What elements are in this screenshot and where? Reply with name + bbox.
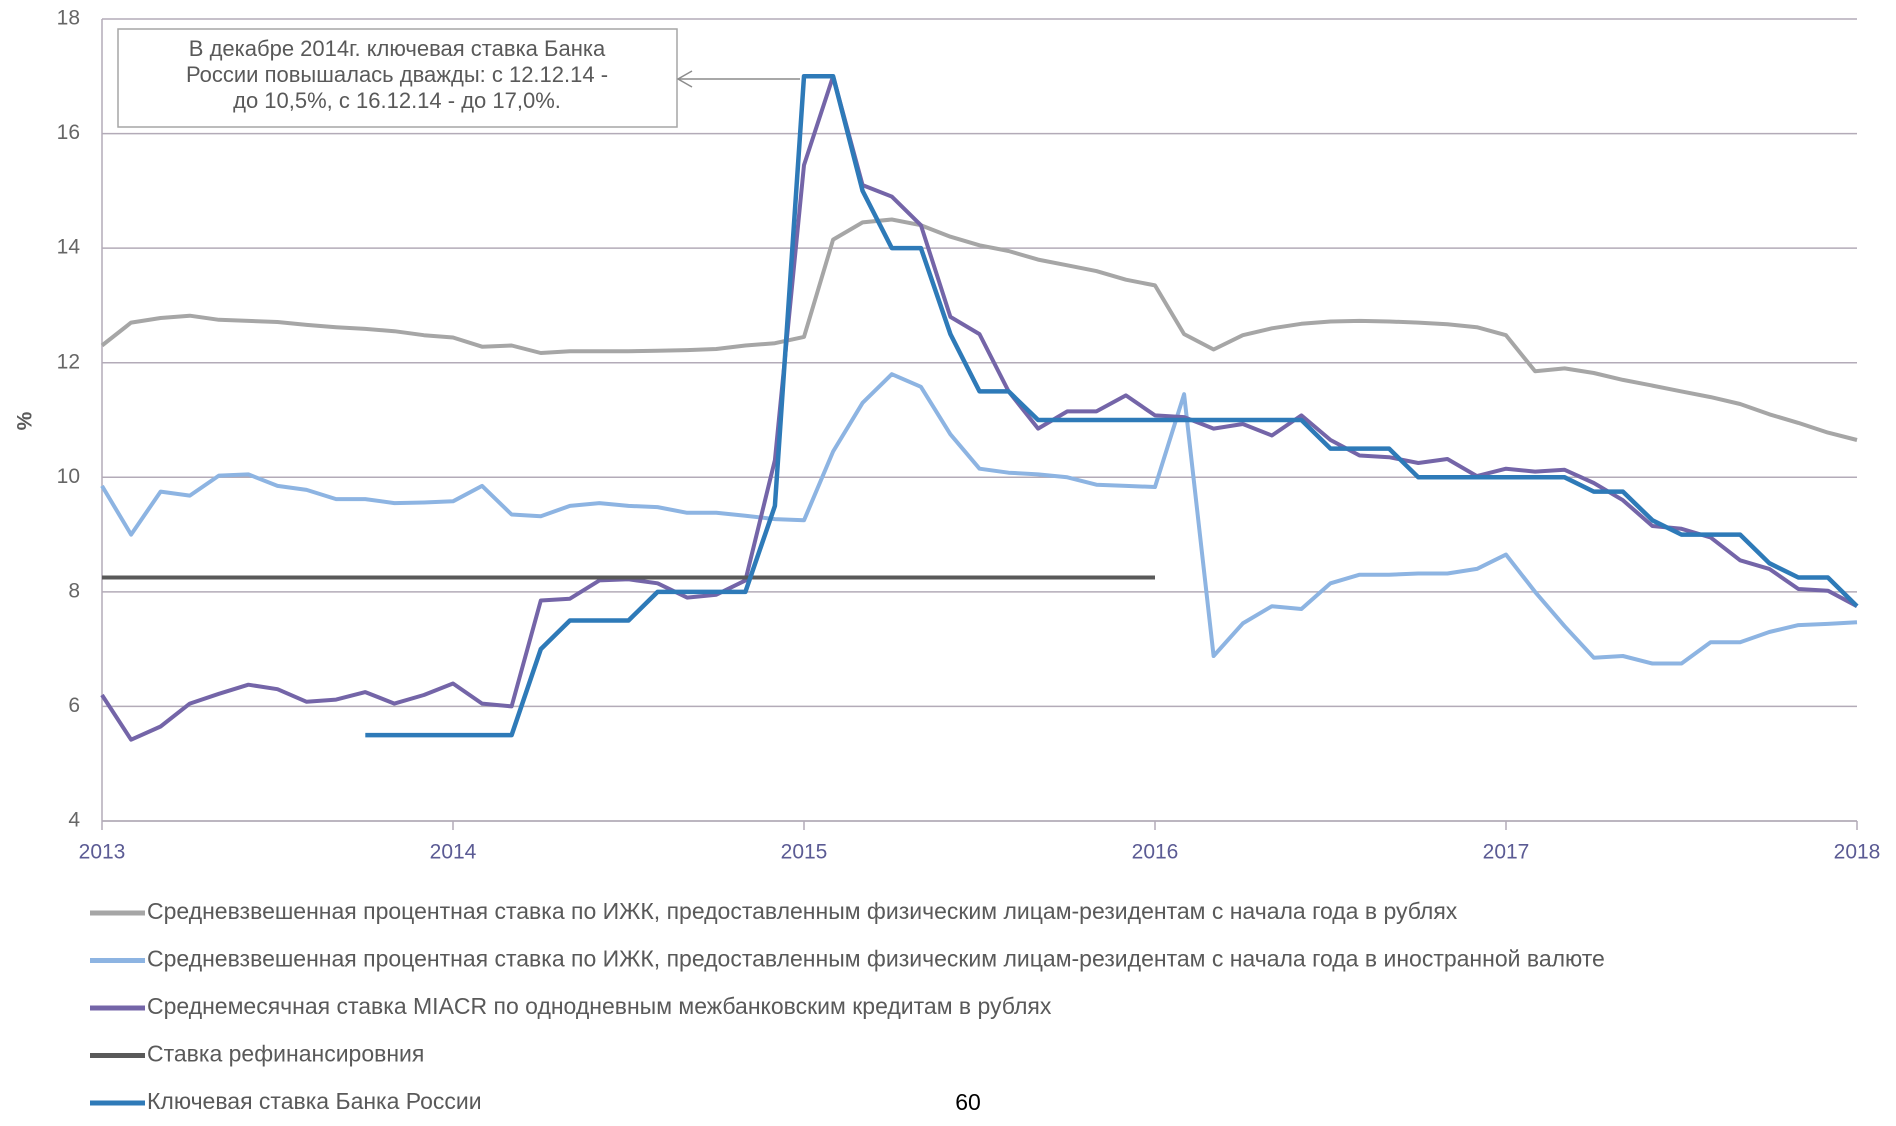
y-tick-label: 12 xyxy=(57,350,80,373)
x-tick-label: 2013 xyxy=(79,841,126,864)
series-line xyxy=(365,74,1859,738)
annotation-text: России повышалась дважды: с 12.12.14 - xyxy=(186,62,608,87)
legend-label: Средневзвешенная процентная ставка по ИЖ… xyxy=(147,946,1605,972)
x-tick-label: 2018 xyxy=(1834,841,1881,864)
y-tick-label: 8 xyxy=(68,579,80,602)
y-tick-label: 10 xyxy=(57,465,80,488)
x-tick-label: 2015 xyxy=(781,841,828,864)
legend-label: Ключевая ставка Банка России xyxy=(147,1088,482,1114)
grid xyxy=(101,18,1858,830)
annotation-box xyxy=(117,28,678,128)
legend-label: Среднемесячная ставка MIACR по однодневн… xyxy=(147,993,1052,1019)
series xyxy=(100,74,1859,742)
page-number: 60 xyxy=(955,1089,981,1115)
x-tick-label: 2017 xyxy=(1483,841,1530,864)
y-tick-label: 6 xyxy=(68,694,80,717)
y-tick-label: 14 xyxy=(57,236,81,259)
series-line xyxy=(100,217,1858,442)
legend-label: Ставка рефинансировния xyxy=(147,1041,424,1067)
legend-label: Средневзвешенная процентная ставка по ИЖ… xyxy=(147,898,1458,924)
annotation-arrow xyxy=(676,70,800,88)
annotation-text: В декабре 2014г. ключевая ставка Банка xyxy=(189,36,606,61)
annotation-text: до 10,5%, с 16.12.14 - до 17,0%. xyxy=(233,88,561,113)
x-tick-label: 2016 xyxy=(1132,841,1179,864)
y-tick-label: 4 xyxy=(68,809,80,832)
y-tick-label: 16 xyxy=(57,121,80,144)
y-tick-label: 18 xyxy=(57,7,80,30)
y-axis-label: % xyxy=(14,411,37,430)
series-line xyxy=(100,372,1858,666)
x-tick-label: 2014 xyxy=(430,841,477,864)
series-line xyxy=(100,74,1858,742)
